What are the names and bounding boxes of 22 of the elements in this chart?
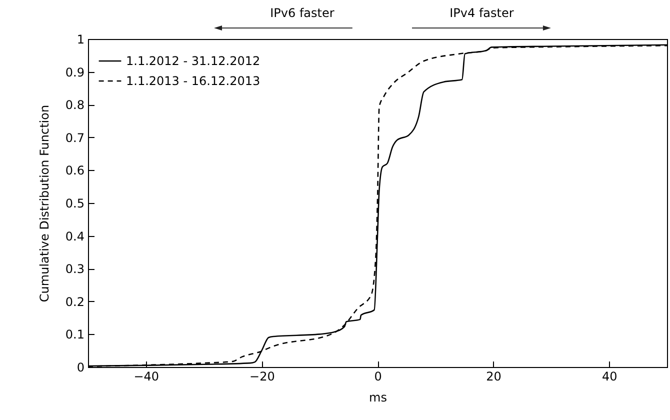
y-tick-label: 0.3 (65, 262, 84, 276)
x-tick-label: −40 (134, 370, 160, 384)
y-tick-label: 0.9 (65, 65, 84, 80)
y-tick-label: 1 (76, 32, 84, 46)
legend-label: 1.1.2012 - 31.12.2012 (126, 54, 260, 68)
y-tick-label: 0.7 (65, 130, 84, 145)
text: IPv4 faster (450, 6, 514, 20)
y-axis-title: Cumulative Distribution Function (37, 104, 52, 302)
x-axis-title: ms (369, 390, 387, 404)
y-tick-label: 0 (76, 360, 84, 374)
x-tick-label: 20 (486, 370, 502, 384)
legend-label: 1.1.2013 - 16.12.2013 (126, 74, 260, 88)
y-tick-label: 0.8 (65, 98, 84, 112)
y-tick-label: 0.6 (65, 164, 84, 178)
y-tick-label: 0.4 (65, 229, 84, 244)
y-tick-label: 0.2 (65, 294, 84, 309)
x-tick-label: 40 (602, 370, 618, 384)
text: IPv6 faster (270, 6, 334, 20)
y-tick-label: 0.1 (65, 328, 84, 342)
y-tick-label: 0.5 (65, 196, 84, 210)
x-tick-label: −20 (250, 370, 275, 384)
x-tick-label: 0 (374, 370, 382, 384)
